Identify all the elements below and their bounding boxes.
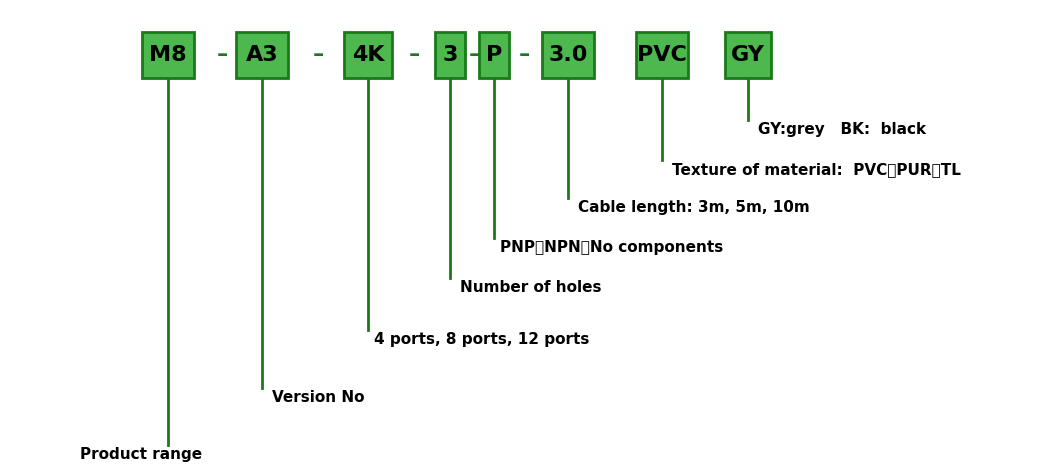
Text: M8: M8	[149, 45, 187, 65]
Text: –: –	[469, 45, 479, 65]
Text: Product range: Product range	[80, 447, 202, 462]
Text: –: –	[518, 45, 530, 65]
Text: GY: GY	[731, 45, 765, 65]
Text: –: –	[313, 45, 323, 65]
FancyBboxPatch shape	[142, 32, 194, 78]
Text: –: –	[216, 45, 228, 65]
Text: 3: 3	[442, 45, 458, 65]
FancyBboxPatch shape	[479, 32, 509, 78]
FancyBboxPatch shape	[725, 32, 771, 78]
FancyBboxPatch shape	[542, 32, 594, 78]
Text: PVC: PVC	[637, 45, 687, 65]
Text: P: P	[485, 45, 502, 65]
Text: –: –	[408, 45, 420, 65]
Text: 4K: 4K	[352, 45, 384, 65]
Text: 4 ports, 8 ports, 12 ports: 4 ports, 8 ports, 12 ports	[374, 332, 589, 347]
Text: A3: A3	[246, 45, 279, 65]
Text: Cable length: 3m, 5m, 10m: Cable length: 3m, 5m, 10m	[578, 200, 810, 215]
Text: 3.0: 3.0	[548, 45, 587, 65]
FancyBboxPatch shape	[344, 32, 392, 78]
FancyBboxPatch shape	[435, 32, 465, 78]
Text: Texture of material:  PVC、PUR、TL: Texture of material: PVC、PUR、TL	[672, 162, 960, 177]
Text: Version No: Version No	[272, 390, 365, 405]
FancyBboxPatch shape	[236, 32, 288, 78]
Text: GY:grey   BK:  black: GY:grey BK: black	[758, 122, 926, 137]
Text: PNP、NPN、No components: PNP、NPN、No components	[500, 240, 723, 255]
FancyBboxPatch shape	[636, 32, 688, 78]
Text: Number of holes: Number of holes	[460, 280, 601, 295]
